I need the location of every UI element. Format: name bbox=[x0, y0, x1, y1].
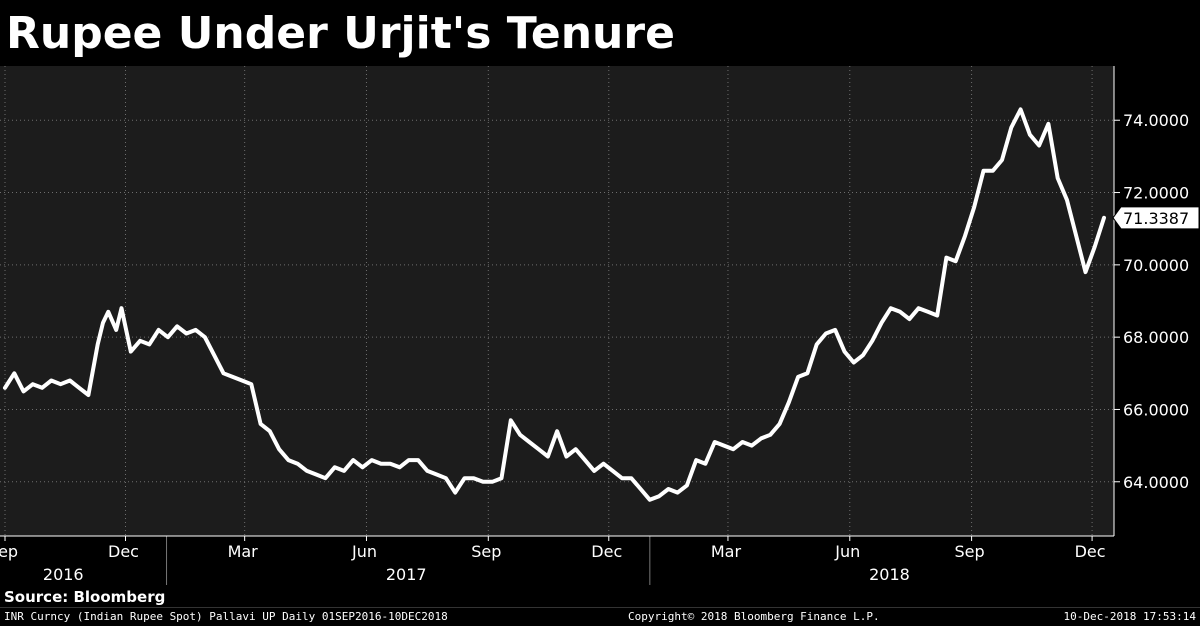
last-value-label: 71.3387 bbox=[1123, 209, 1189, 228]
y-tick-label: 74.0000 bbox=[1123, 111, 1189, 130]
year-label: 2016 bbox=[43, 565, 84, 584]
year-label: 2018 bbox=[869, 565, 910, 584]
x-tick-label: Mar bbox=[711, 542, 742, 561]
series-line bbox=[3, 107, 1106, 502]
chart-svg: 64.0000 66.0000 68.0000 70.0000 72.0000 74.00… bbox=[0, 66, 1200, 585]
footer-ticker: INR Curncy (Indian Rupee Spot) Pallavi U… bbox=[4, 610, 448, 623]
x-tick-label: Dec bbox=[108, 542, 139, 561]
plot-area bbox=[0, 66, 1114, 536]
x-tick-label: Sep bbox=[471, 542, 501, 561]
footer-copyright: Copyright© 2018 Bloomberg Finance L.P. bbox=[628, 610, 880, 623]
last-value-marker bbox=[1112, 206, 1200, 230]
y-tick-label: 70.0000 bbox=[1123, 256, 1189, 275]
x-tick-label: Sep bbox=[955, 542, 985, 561]
x-tick-label: Dec bbox=[591, 542, 622, 561]
x-tick-label: Mar bbox=[228, 542, 259, 561]
chart-title: Rupee Under Urjit's Tenure bbox=[6, 8, 675, 59]
x-tick-label: Sep bbox=[0, 542, 18, 561]
y-tick-label: 64.0000 bbox=[1123, 473, 1189, 492]
x-tick-label: Jun bbox=[351, 542, 377, 561]
y-tick-label: 72.0000 bbox=[1123, 184, 1189, 203]
year-label: 2017 bbox=[386, 565, 427, 584]
x-tick-label: Jun bbox=[834, 542, 860, 561]
y-tick-label: 68.0000 bbox=[1123, 328, 1189, 347]
x-tick-label: Dec bbox=[1075, 542, 1106, 561]
y-tick-label: 66.0000 bbox=[1123, 400, 1189, 419]
footer-bar: INR Curncy (Indian Rupee Spot) Pallavi U… bbox=[0, 607, 1200, 626]
footer-timestamp: 10-Dec-2018 17:53:14 bbox=[1063, 610, 1196, 623]
source-label: Source: Bloomberg bbox=[4, 588, 166, 606]
